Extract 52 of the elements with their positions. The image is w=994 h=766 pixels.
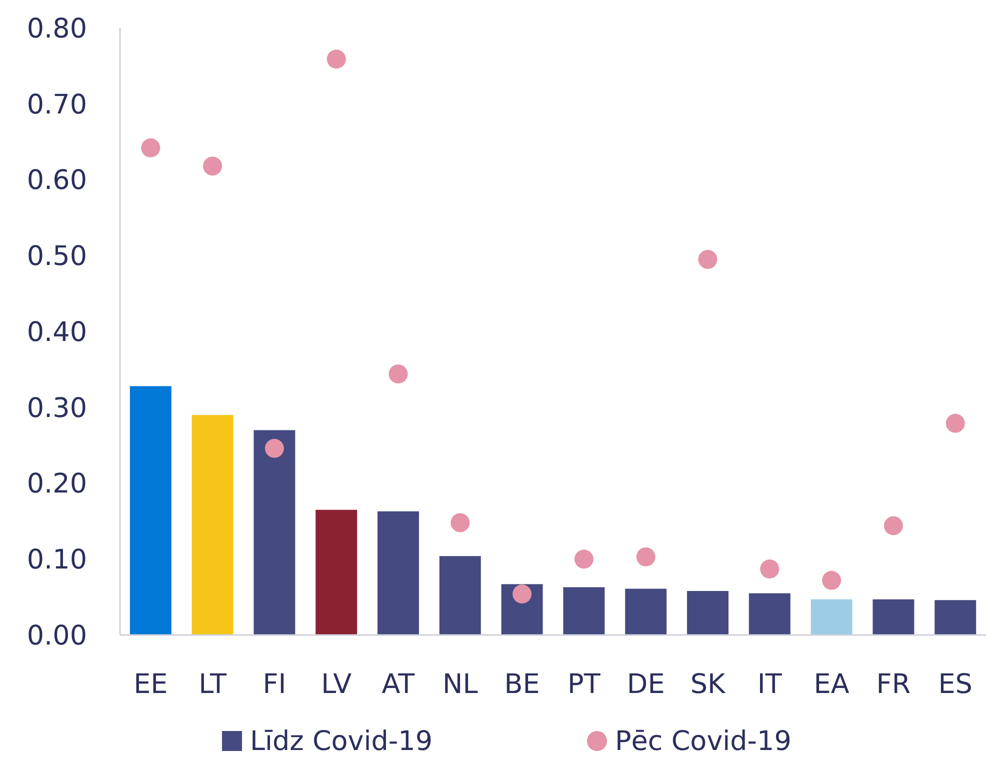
- point: [822, 570, 842, 590]
- bar: [563, 587, 605, 635]
- point: [326, 50, 346, 69]
- point: [884, 516, 903, 536]
- point: [946, 414, 965, 433]
- point: [203, 156, 222, 176]
- point: [264, 438, 284, 458]
- x-tick-label: EA: [814, 669, 850, 700]
- y-tick-label: 0.40: [26, 316, 87, 348]
- bar: [254, 430, 296, 635]
- point: [636, 547, 656, 566]
- y-tick-label: 0.10: [26, 544, 87, 576]
- bar: [748, 593, 790, 635]
- point: [512, 584, 532, 604]
- bar: [130, 386, 172, 635]
- x-tick-label: PT: [568, 669, 601, 700]
- point: [450, 513, 470, 532]
- x-tick-label: AT: [382, 669, 416, 700]
- x-tick-label: FI: [262, 669, 286, 700]
- x-tick-label: EE: [134, 669, 168, 700]
- bar: [316, 510, 358, 635]
- point: [698, 250, 718, 269]
- x-tick-label: LV: [321, 669, 352, 700]
- x-tick-label: DE: [626, 669, 665, 700]
- bar: [192, 414, 234, 635]
- point: [574, 550, 594, 569]
- bar: [625, 588, 667, 635]
- y-tick-label: 0.70: [26, 89, 87, 120]
- bar: [810, 599, 852, 635]
- x-tick-label: ES: [938, 669, 972, 700]
- x-tick-label: SK: [690, 669, 726, 700]
- legend-label: Pēc Covid-19: [615, 726, 792, 757]
- bar: [687, 590, 728, 635]
- bar: [934, 600, 976, 635]
- y-tick-label: 0.60: [26, 165, 87, 196]
- point: [141, 138, 160, 158]
- x-tick-label: NL: [442, 669, 478, 700]
- x-tick-label: LT: [198, 669, 227, 700]
- y-tick-label: 0.00: [26, 620, 87, 652]
- y-tick-label: 0.30: [26, 392, 87, 424]
- bar: [439, 556, 481, 635]
- x-tick-label: FR: [876, 669, 911, 700]
- x-tick-label: IT: [757, 669, 782, 700]
- legend-label: Līdz Covid-19: [250, 726, 433, 757]
- bar: [872, 599, 914, 635]
- point: [760, 559, 780, 578]
- point: [388, 364, 408, 384]
- y-tick-label: 0.20: [26, 468, 87, 500]
- y-tick-label: 0.50: [26, 241, 87, 272]
- x-tick-label: BE: [504, 669, 540, 700]
- bar: [378, 511, 419, 635]
- y-tick-label: 0.80: [26, 13, 87, 44]
